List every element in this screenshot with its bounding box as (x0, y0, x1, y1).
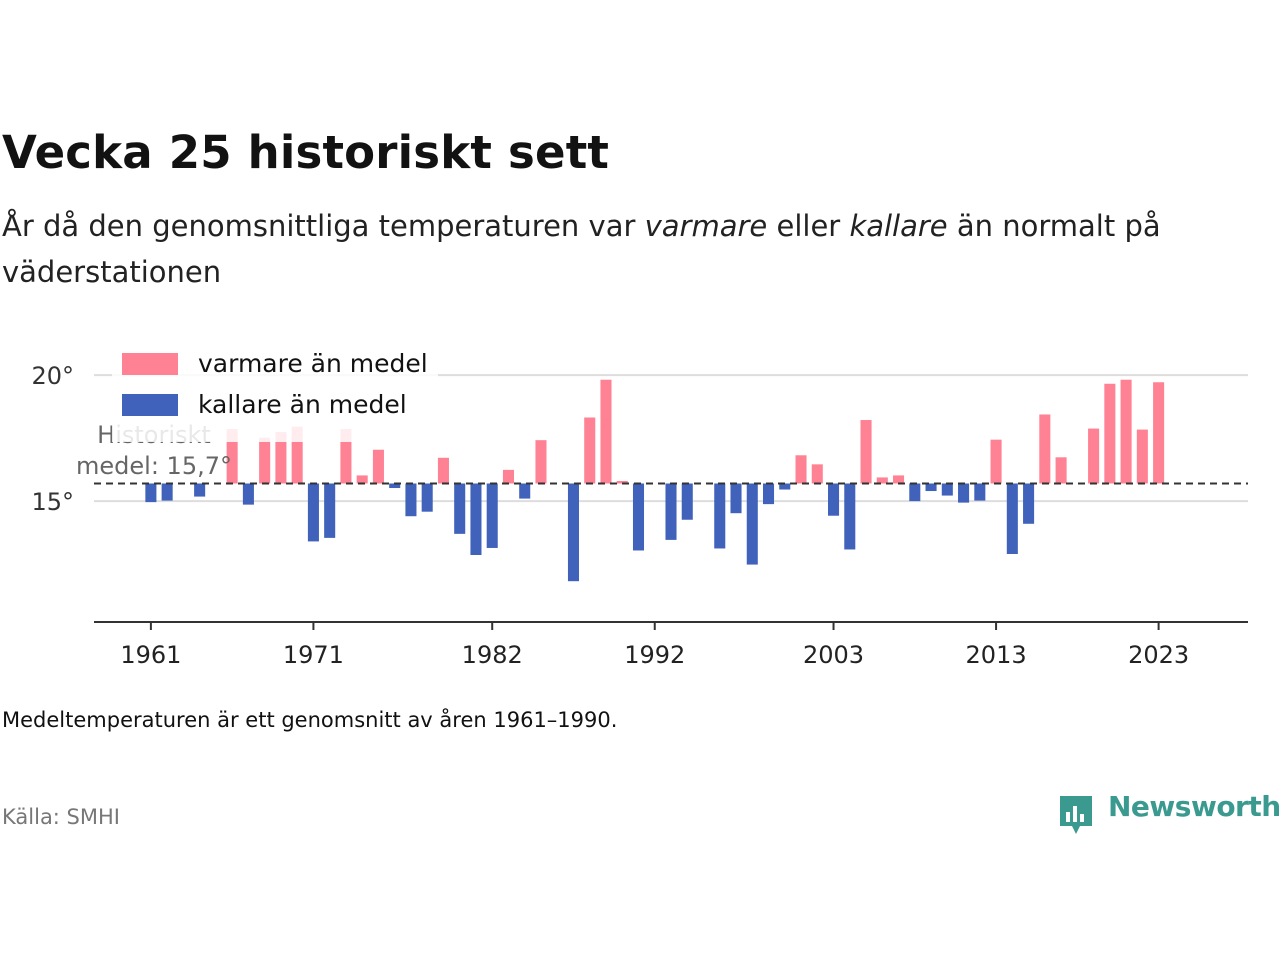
bar-warm-1973 (340, 429, 352, 484)
y-tick-label: 20° (31, 362, 74, 390)
bar-cold-2012 (974, 483, 986, 501)
bar-cold-2008 (909, 483, 921, 502)
source-label: Källa: SMHI (2, 805, 120, 829)
x-tick-label: 1992 (624, 641, 685, 669)
bar-cold-1984 (519, 483, 531, 499)
bar-cold-1994 (681, 483, 693, 520)
brand-name: Newsworthy (1108, 790, 1280, 823)
bar-cold-1977 (405, 483, 417, 517)
bar-cold-1996 (714, 483, 726, 549)
baseline-label-line2: medel: 15,7° (76, 452, 232, 480)
bar-cold-1976 (389, 483, 401, 489)
bar-warm-1966 (226, 429, 238, 484)
legend-swatch-cold (122, 394, 178, 416)
bar-warm-2007 (893, 475, 905, 484)
bar-warm-1975 (372, 449, 384, 484)
brand-logo-block: Newsworthy (1058, 790, 1280, 838)
bar-warm-2013 (990, 439, 1002, 484)
bar-cold-1987 (567, 483, 580, 582)
bar-cold-1999 (762, 483, 775, 505)
bar-warm-2020 (1104, 383, 1116, 484)
bar-cold-2003 (828, 483, 840, 516)
bar-cold-2014 (1006, 483, 1018, 554)
bar-warm-2017 (1055, 457, 1067, 484)
bar-cold-1978 (421, 483, 433, 512)
bar-cold-2015 (1023, 483, 1035, 524)
bar-warm-2023 (1153, 382, 1165, 484)
bar-warm-1989 (600, 379, 612, 484)
bar-warm-2005 (860, 420, 872, 484)
bar-warm-2016 (1039, 414, 1051, 484)
x-tick-label: 2003 (803, 641, 864, 669)
chart-title: Vecka 25 historiskt sett (2, 126, 610, 179)
bar-warm-2002 (811, 464, 823, 484)
bar-cold-1982 (486, 483, 498, 548)
bar-warm-1983 (502, 469, 514, 484)
newsworthy-logo-icon (1060, 796, 1092, 834)
x-tick-label: 1961 (120, 641, 181, 669)
bar-cold-1980 (454, 483, 466, 534)
bar-warm-2022 (1136, 429, 1148, 484)
x-axis-layer: 1961 1971 1982 1992 2003 2013 2023 (94, 621, 1248, 669)
bar-warm-2021 (1120, 379, 1132, 484)
bar-warm-1970 (291, 426, 303, 484)
bar-cold-1971 (307, 483, 319, 542)
bars-layer (145, 379, 1165, 582)
bar-warm-1985 (535, 440, 547, 484)
bar-warm-1979 (437, 457, 449, 484)
bar-cold-1993 (665, 483, 677, 540)
subtitle-warm-word: varmare (644, 209, 768, 243)
bar-cold-1964 (194, 483, 206, 497)
x-tick-label: 1971 (283, 641, 344, 669)
bar-cold-1998 (746, 483, 758, 565)
bar-chart: 15°20° Historisktmedel: 15,7° 1961197119… (31, 348, 1248, 669)
bar-cold-1961 (145, 483, 157, 503)
chart-subtitle: År då den genomsnittliga temperaturen va… (2, 203, 1242, 295)
bar-warm-2019 (1088, 428, 1100, 484)
x-tick-label: 2013 (966, 641, 1027, 669)
bar-warm-2006 (876, 477, 888, 484)
legend-label-cold: kallare än medel (198, 390, 407, 419)
bar-cold-1962 (161, 483, 173, 501)
bar-warm-1974 (356, 475, 368, 484)
bar-warm-2001 (795, 455, 807, 484)
legend-label-warm: varmare än medel (198, 349, 428, 378)
subtitle-text-middle: eller (767, 209, 850, 243)
bar-cold-1991 (632, 483, 645, 551)
bar-cold-2009 (925, 483, 937, 492)
subtitle-text-start: År då den genomsnittliga temperaturen va… (2, 209, 645, 243)
chart-footnote: Medeltemperaturen är ett genomsnitt av å… (2, 708, 618, 732)
bar-cold-2000 (779, 483, 791, 490)
bar-cold-2004 (844, 483, 856, 550)
legend: varmare än medel kallare än medel (112, 348, 438, 442)
bar-cold-1967 (242, 483, 254, 505)
bar-cold-1972 (324, 483, 336, 538)
bar-warm-1969 (275, 432, 287, 484)
bar-warm-1990 (616, 480, 628, 484)
bar-warm-1968 (259, 437, 271, 484)
bar-warm-1988 (584, 417, 596, 484)
y-tick-label: 15° (31, 488, 74, 516)
subtitle-text-end: än normalt på väderstationen (2, 209, 1161, 289)
bar-cold-2011 (958, 483, 970, 503)
subtitle-cold-word: kallare (849, 209, 948, 243)
bar-cold-1997 (730, 483, 742, 514)
bar-cold-2010 (941, 483, 953, 496)
legend-swatch-warm (122, 353, 178, 375)
bar-cold-1981 (470, 483, 482, 556)
x-tick-label: 1982 (462, 641, 523, 669)
x-tick-label: 2023 (1128, 641, 1189, 669)
